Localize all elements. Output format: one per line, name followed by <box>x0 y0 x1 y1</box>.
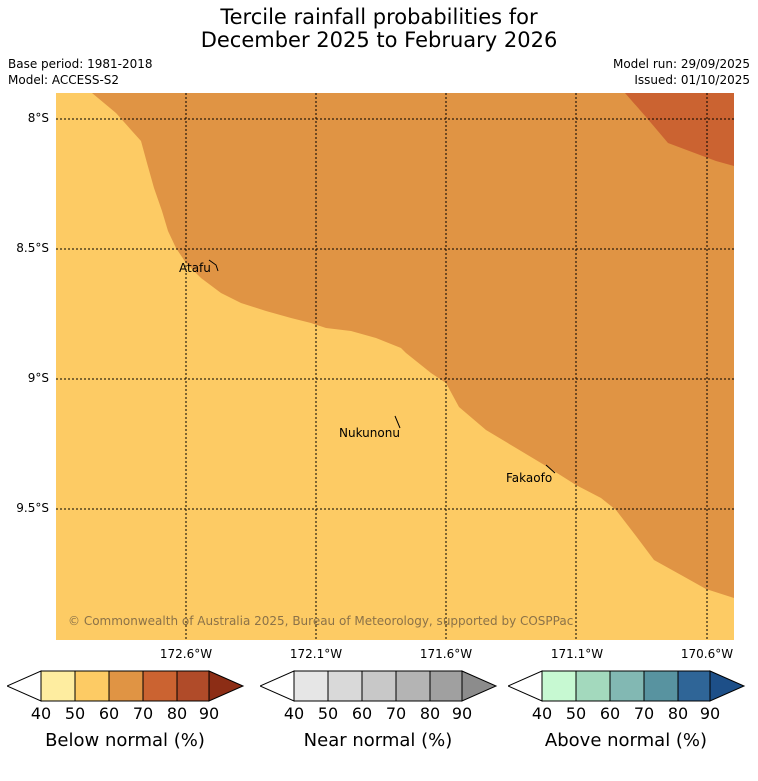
nukunonu-island <box>394 415 401 429</box>
legend-near-swatch-40-50 <box>293 670 329 702</box>
probability-map <box>56 93 734 640</box>
legend-below-swatch-gt90 <box>208 670 245 702</box>
legend-below-label: Below normal (%) <box>45 730 205 751</box>
legend-above-swatch-60-70 <box>609 670 645 702</box>
chart-title-line2: December 2025 to February 2026 <box>200 28 558 52</box>
legend-above-tick-90: 90 <box>699 704 721 723</box>
legend-below-tick-60: 60 <box>98 704 120 723</box>
lon-label-172-6w: 172.6°W <box>159 647 213 661</box>
legend-below-swatch-70-80 <box>142 670 178 702</box>
legend-above-tick-40: 40 <box>531 704 553 723</box>
lat-label-9s: 9°S <box>27 371 49 385</box>
legend-above-label: Above normal (%) <box>544 730 708 751</box>
lon-label-171-6w: 171.6°W <box>419 647 473 661</box>
region-below-60-70 <box>92 93 734 598</box>
legend-below-swatch-lt40 <box>7 670 42 702</box>
model-run: Model run: 29/09/2025 <box>612 57 750 71</box>
legend-near-swatch-50-60 <box>327 670 363 702</box>
legend-near-colorbar <box>260 670 498 702</box>
lat-label-8s: 8°S <box>27 111 49 125</box>
legend-near-tick-80: 80 <box>419 704 441 723</box>
legend-above-colorbar <box>508 670 746 702</box>
legend-near-swatch-lt40 <box>260 670 295 702</box>
lon-label-172-1w: 172.1°W <box>289 647 343 661</box>
legend-below-tick-70: 70 <box>132 704 154 723</box>
legend-near-tick-60: 60 <box>351 704 373 723</box>
legend-near-swatch-60-70 <box>361 670 397 702</box>
legend-above-tick-60: 60 <box>599 704 621 723</box>
legend-near-tick-70: 70 <box>385 704 407 723</box>
legend-above-swatch-50-60 <box>575 670 611 702</box>
legend-above-tick-80: 80 <box>667 704 689 723</box>
copyright-notice: © Commonwealth of Australia 2025, Bureau… <box>68 614 574 628</box>
graticule <box>56 93 734 640</box>
legend-below-tick-90: 90 <box>198 704 220 723</box>
chart-title-line1: Tercile rainfall probabilities for <box>220 5 538 29</box>
legend-below-tick-40: 40 <box>30 704 52 723</box>
legend-above-swatch-lt40 <box>508 670 543 702</box>
model-name: Model: ACCESS-S2 <box>8 73 120 87</box>
fakaofo-island <box>545 464 556 474</box>
legend-near-tick-90: 90 <box>451 704 473 723</box>
legend-below-swatch-50-60 <box>74 670 110 702</box>
lon-label-170-6w: 170.6°W <box>680 647 734 661</box>
base-period: Base period: 1981-2018 <box>8 57 153 71</box>
legend-above-swatch-70-80 <box>643 670 679 702</box>
lat-label-8-5s: 8.5°S <box>16 241 49 255</box>
legend-above-swatch-80-90 <box>677 670 711 702</box>
legend-above-swatch-40-50 <box>541 670 577 702</box>
issued-date: Issued: 01/10/2025 <box>634 73 750 87</box>
place-label-nukunonu: Nukunonu <box>339 426 400 440</box>
legend-near-swatch-70-80 <box>395 670 431 702</box>
lat-label-9-5s: 9.5°S <box>16 501 49 515</box>
atafu-island <box>208 259 219 272</box>
legend-above-swatch-gt90 <box>709 670 746 702</box>
legend-below-tick-50: 50 <box>64 704 86 723</box>
place-label-atafu: Atafu <box>179 261 211 275</box>
legend-above-tick-50: 50 <box>565 704 587 723</box>
legend-near-tick-40: 40 <box>283 704 305 723</box>
legend-below-swatch-40-50 <box>40 670 76 702</box>
legend-below-swatch-80-90 <box>176 670 210 702</box>
legend-below-swatch-60-70 <box>108 670 144 702</box>
legend-near-swatch-80-90 <box>429 670 463 702</box>
legend-near-swatch-gt90 <box>461 670 498 702</box>
legend-below-tick-80: 80 <box>166 704 188 723</box>
region-below-70-80 <box>625 93 734 166</box>
legend-near-label: Near normal (%) <box>303 730 453 751</box>
legend-below-colorbar <box>7 670 245 702</box>
legend-near-tick-50: 50 <box>317 704 339 723</box>
legend-above-tick-70: 70 <box>633 704 655 723</box>
lon-label-171-1w: 171.1°W <box>550 647 604 661</box>
place-label-fakaofo: Fakaofo <box>506 471 553 485</box>
